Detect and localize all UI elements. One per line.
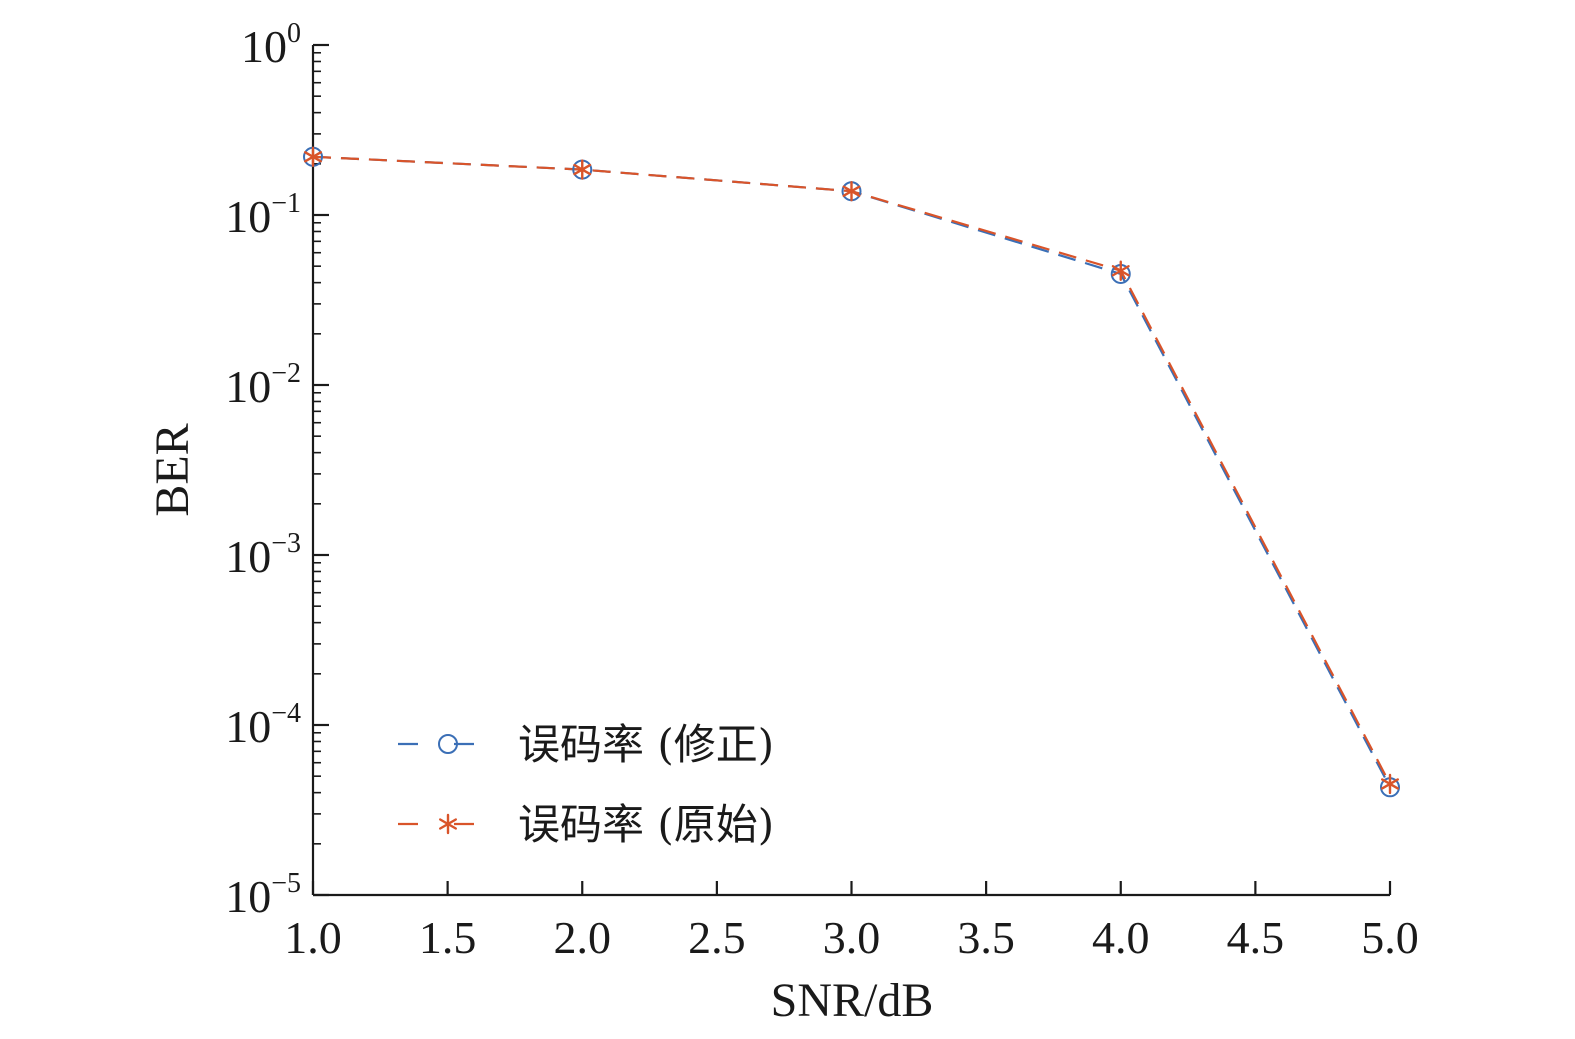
data-point-circle-marker xyxy=(438,734,458,754)
data-point-asterisk-marker xyxy=(1111,260,1130,281)
asterisk-stroke xyxy=(304,151,322,163)
ticks: 100 10−1 10−2 10−3 10−4 10−51.0 1.5 2.0 2.5 3.0 3.… xyxy=(225,18,1419,963)
legend-label: 误码率 (修正) xyxy=(518,720,774,769)
y-tick-label: 100 xyxy=(241,18,301,72)
series-line-2 xyxy=(312,155,1391,785)
data-point-asterisk-marker xyxy=(439,813,457,835)
x-tick-label: 4.5 xyxy=(1227,912,1285,963)
y-tick-label: 10−3 xyxy=(225,528,301,582)
x-tick-label: 3.5 xyxy=(957,912,1015,963)
data-point-asterisk-marker xyxy=(1381,773,1399,795)
x-tick-label: 3.0 xyxy=(823,912,881,963)
asterisk-stroke xyxy=(439,818,457,830)
legend-item-2: 误码率 (原始) xyxy=(398,800,774,849)
asterisk-stroke xyxy=(1111,265,1130,277)
x-tick-label: 4.0 xyxy=(1092,912,1150,963)
x-tick-label: 5.0 xyxy=(1361,912,1419,963)
legend: 误码率 (修正) 误码率 (原始) xyxy=(398,720,774,849)
x-axis-label: SNR/dB xyxy=(771,974,934,1027)
y-tick-label: 10−1 xyxy=(225,188,301,242)
y-tick-label: 10−2 xyxy=(225,358,301,412)
x-tick-label: 1.5 xyxy=(419,912,477,963)
data-series xyxy=(303,146,1400,798)
data-point-asterisk-marker xyxy=(842,181,861,202)
series-line-1 xyxy=(312,155,1391,788)
asterisk-stroke xyxy=(573,163,592,176)
y-axis-label: BER xyxy=(146,423,199,516)
data-point-asterisk-marker xyxy=(304,146,322,167)
x-tick-label: 2.0 xyxy=(554,912,612,963)
y-tick-label: 10−4 xyxy=(225,698,301,752)
x-tick-label: 1.0 xyxy=(284,912,342,963)
asterisk-stroke xyxy=(842,185,861,197)
x-tick-label: 2.5 xyxy=(688,912,746,963)
asterisk-stroke xyxy=(1381,778,1399,790)
axes xyxy=(311,45,1390,897)
data-point-asterisk-marker xyxy=(573,159,592,180)
legend-item-1: 误码率 (修正) xyxy=(398,720,774,769)
y-tick-label: 10−5 xyxy=(225,868,301,922)
legend-label: 误码率 (原始) xyxy=(518,800,774,849)
